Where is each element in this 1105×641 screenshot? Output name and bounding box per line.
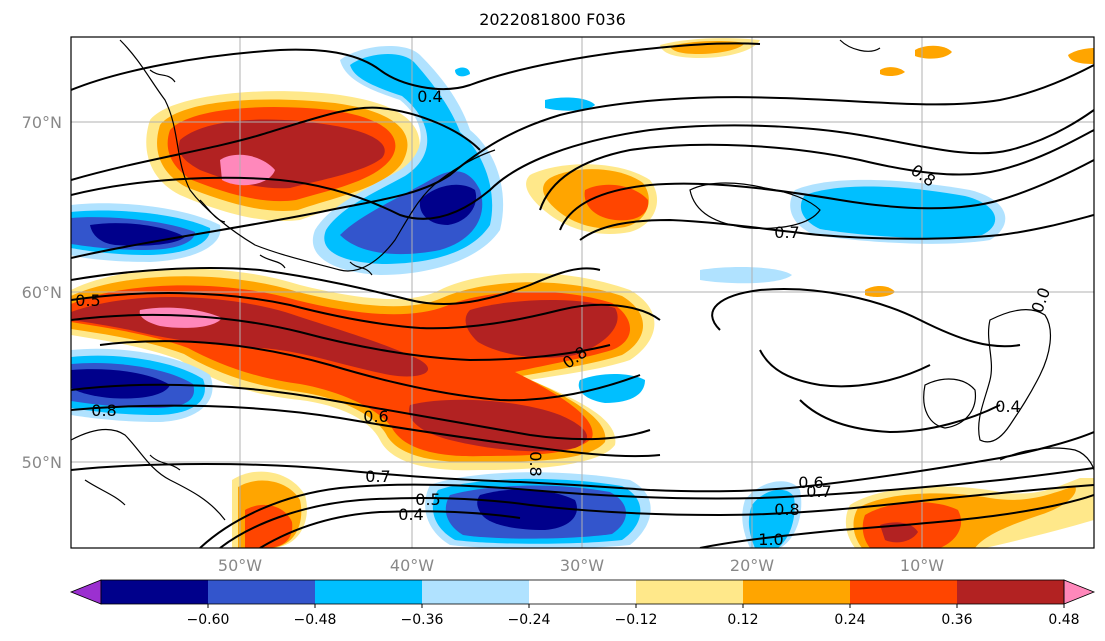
latitude-labels: 70°N 60°N 50°N bbox=[22, 113, 62, 472]
contour-label: 0.6 bbox=[798, 473, 823, 492]
colorbar-tick-label: 0.12 bbox=[727, 612, 758, 628]
lon-label-50w: 50°W bbox=[218, 556, 262, 575]
lon-label-40w: 40°W bbox=[390, 556, 434, 575]
colorbar-extend-low bbox=[69, 579, 102, 605]
colorbar-tick-label: −0.12 bbox=[615, 612, 658, 628]
coastlines bbox=[71, 39, 1094, 521]
map-title: 2022081800 F036 bbox=[479, 10, 626, 29]
colorbar: −0.60 −0.48 −0.36 −0.24 −0.12 0.12 0.24 0.36 0.4… bbox=[69, 579, 1096, 628]
colorbar-tick-label: −0.60 bbox=[187, 612, 230, 628]
greenland-coast bbox=[119, 39, 496, 272]
contour-label: 0.5 bbox=[415, 490, 440, 509]
colorbar-segment bbox=[315, 580, 423, 604]
colorbar-segment bbox=[957, 580, 1065, 604]
lat-label-60n: 60°N bbox=[22, 283, 62, 302]
colorbar-segment bbox=[101, 580, 209, 604]
lat-label-70n: 70°N bbox=[22, 113, 62, 132]
ireland-coast bbox=[923, 378, 976, 429]
labrador-coast bbox=[71, 428, 226, 521]
contour-label: 0.4 bbox=[398, 505, 423, 524]
lat-label-50n: 50°N bbox=[22, 453, 62, 472]
colorbar-tick-label: 0.36 bbox=[941, 612, 972, 628]
contour-label: 0.4 bbox=[417, 87, 442, 106]
contour-lines bbox=[71, 42, 1094, 548]
colorbar-tick-label: −0.24 bbox=[508, 612, 551, 628]
lon-label-10w: 10°W bbox=[900, 556, 944, 575]
contour-label: 0.6 bbox=[363, 407, 388, 426]
lon-label-30w: 30°W bbox=[560, 556, 604, 575]
longitude-labels: 50°W 40°W 30°W 20°W 10°W bbox=[218, 556, 944, 575]
colorbar-tick-label: 0.24 bbox=[834, 612, 865, 628]
gridlines bbox=[71, 37, 1094, 548]
colorbar-segment bbox=[529, 580, 637, 604]
colorbar-frame bbox=[100, 579, 1065, 605]
contour-label: 0.8 bbox=[526, 451, 545, 476]
lon-label-20w: 20°W bbox=[730, 556, 774, 575]
colorbar-extend-high bbox=[1063, 579, 1096, 605]
contour-label: 0.8 bbox=[91, 401, 116, 420]
svalbard-coast bbox=[839, 39, 881, 52]
contour-label: 1.0 bbox=[758, 530, 783, 549]
contour-labels: 0.4 0.8 0.7 0.5 0.8 0.8 0.6 0.7 0.8 0.5 … bbox=[75, 87, 1054, 549]
contour-label: 0.7 bbox=[806, 482, 831, 501]
colorbar-segment bbox=[850, 580, 958, 604]
colorbar-segment bbox=[422, 580, 530, 604]
colorbar-segment bbox=[208, 580, 316, 604]
map-frame bbox=[70, 36, 1095, 549]
colorbar-segment bbox=[636, 580, 744, 604]
iceland-coast bbox=[689, 182, 821, 230]
colorbar-tick-label: −0.48 bbox=[294, 612, 337, 628]
colorbar-tick-label: −0.36 bbox=[401, 612, 444, 628]
contour-label: 0.7 bbox=[774, 223, 799, 242]
iberia-coast bbox=[999, 447, 1094, 471]
contour-label: 0.7 bbox=[365, 467, 390, 486]
colorbar-tick-label: 0.48 bbox=[1048, 612, 1079, 628]
contour-label: 0.4 bbox=[995, 397, 1020, 416]
british-isles-coast bbox=[978, 308, 1051, 443]
contour-label: 0.8 bbox=[774, 500, 799, 519]
colorbar-segment bbox=[743, 580, 851, 604]
contour-label: 0.5 bbox=[75, 291, 100, 310]
